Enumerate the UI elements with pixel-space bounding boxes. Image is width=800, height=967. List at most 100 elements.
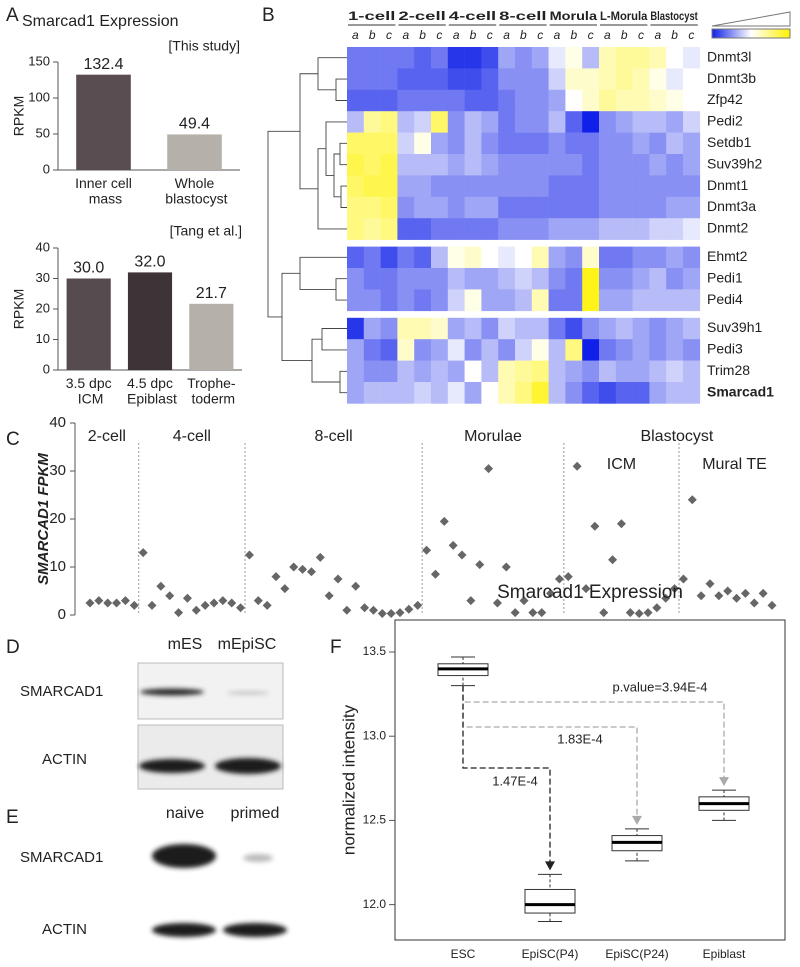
heatmap-cell [666, 246, 684, 269]
panel-letter: B [262, 5, 275, 26]
point [528, 608, 538, 618]
point [563, 572, 573, 582]
heatmap-cell [447, 196, 465, 219]
point [670, 584, 680, 594]
heatmap-cell [414, 218, 432, 240]
heatmap-cell [632, 218, 650, 240]
heatmap-cell [632, 268, 650, 290]
heatmap-cell [414, 196, 432, 219]
bar [127, 272, 173, 370]
heatmap-cell [431, 132, 449, 155]
heatmap-cell [431, 339, 449, 361]
heatmap-cell [683, 68, 701, 91]
heatmap-cell [498, 47, 516, 69]
stage-label: 4-cell [449, 9, 496, 23]
heatmap-cell [582, 89, 600, 112]
band-label: ACTIN [42, 751, 87, 768]
heatmap-cell [380, 89, 398, 112]
heatmap-cell [632, 196, 650, 219]
heatmap-cell [363, 268, 381, 290]
heatmap-cell [397, 246, 415, 269]
heatmap-cell [498, 68, 516, 91]
heatmap-cell [599, 246, 617, 269]
point [395, 608, 405, 618]
blot-band [140, 688, 204, 696]
heatmap-cell [565, 47, 583, 69]
point [581, 584, 591, 594]
heatmap-cell [515, 111, 533, 133]
heatmap-cell [481, 360, 499, 383]
heatmap-cell [632, 339, 650, 361]
heatmap-cell [363, 68, 381, 91]
heatmap-cell [464, 111, 482, 133]
heatmap-cell [531, 218, 549, 240]
point [430, 569, 440, 579]
heatmap-cell [649, 339, 667, 361]
heatmap-cell [431, 47, 449, 69]
annotation: 1.83E-4 [557, 731, 603, 746]
bar [167, 134, 222, 170]
heatmap-cell [447, 317, 465, 340]
lane-label: primed [231, 805, 280, 822]
heatmap-cell [582, 68, 600, 91]
heatmap-cell [380, 47, 398, 69]
heatmap-cell [431, 382, 449, 404]
dendrogram-branch [321, 328, 347, 351]
heatmap-cell [414, 246, 432, 269]
subcolumn-label: b [369, 28, 376, 42]
point [696, 591, 706, 601]
y-tick-label: 13.5 [363, 644, 387, 658]
heatmap-cell [414, 47, 432, 69]
heatmap-cell [666, 47, 684, 69]
point [537, 608, 547, 618]
heatmap-cell [464, 360, 482, 383]
heatmap-cell [565, 154, 583, 176]
heatmap-cell [464, 68, 482, 91]
heatmap-cell [632, 289, 650, 312]
heatmap-cell [632, 382, 650, 404]
subcolumn-label: b [621, 28, 628, 42]
heatmap-cell [447, 111, 465, 133]
heatmap-cell [632, 111, 650, 133]
heatmap-cell [565, 132, 583, 155]
blot-band [139, 759, 205, 773]
point [404, 604, 414, 614]
heatmap-cell [683, 246, 701, 269]
heatmap-cell [380, 111, 398, 133]
heatmap-cell [380, 175, 398, 198]
heatmap-cell [481, 111, 499, 133]
annotation: p.value=3.94E-4 [612, 679, 707, 694]
subcolumn-label: b [470, 28, 477, 42]
heatmap-cell [481, 317, 499, 340]
group-label: 2-cell [88, 428, 126, 445]
heatmap-cell [548, 268, 566, 290]
dendrogram-branch [317, 57, 347, 91]
y-axis-label: RPKM [11, 289, 27, 329]
row-label: Pedi2 [707, 113, 743, 129]
heatmap-cell [683, 154, 701, 176]
heatmap-cell [363, 360, 381, 383]
heatmap-cell [615, 47, 633, 69]
heatmap-cell [397, 289, 415, 312]
heatmap-cell [363, 132, 381, 155]
heatmap-cell [431, 246, 449, 269]
heatmap-cell [649, 317, 667, 340]
y-tick-label: 0 [58, 606, 66, 623]
point [510, 608, 520, 618]
heatmap-cell [666, 317, 684, 340]
heatmap-cell [615, 132, 633, 155]
heatmap-cell [515, 175, 533, 198]
heatmap-cell [531, 360, 549, 383]
heatmap-cell [464, 382, 482, 404]
arrow-head [545, 861, 555, 871]
heatmap-cell [515, 154, 533, 176]
heatmap-cell [498, 289, 516, 312]
heatmap-cell [565, 382, 583, 404]
y-tick-label: 40 [49, 414, 66, 431]
heatmap-cell [548, 68, 566, 91]
heatmap-cell [447, 289, 465, 312]
subcolumn-label: b [520, 28, 527, 42]
band-label: SMARCAD1 [20, 849, 103, 866]
stage-label: Morula [550, 9, 598, 23]
heatmap-cell [431, 111, 449, 133]
